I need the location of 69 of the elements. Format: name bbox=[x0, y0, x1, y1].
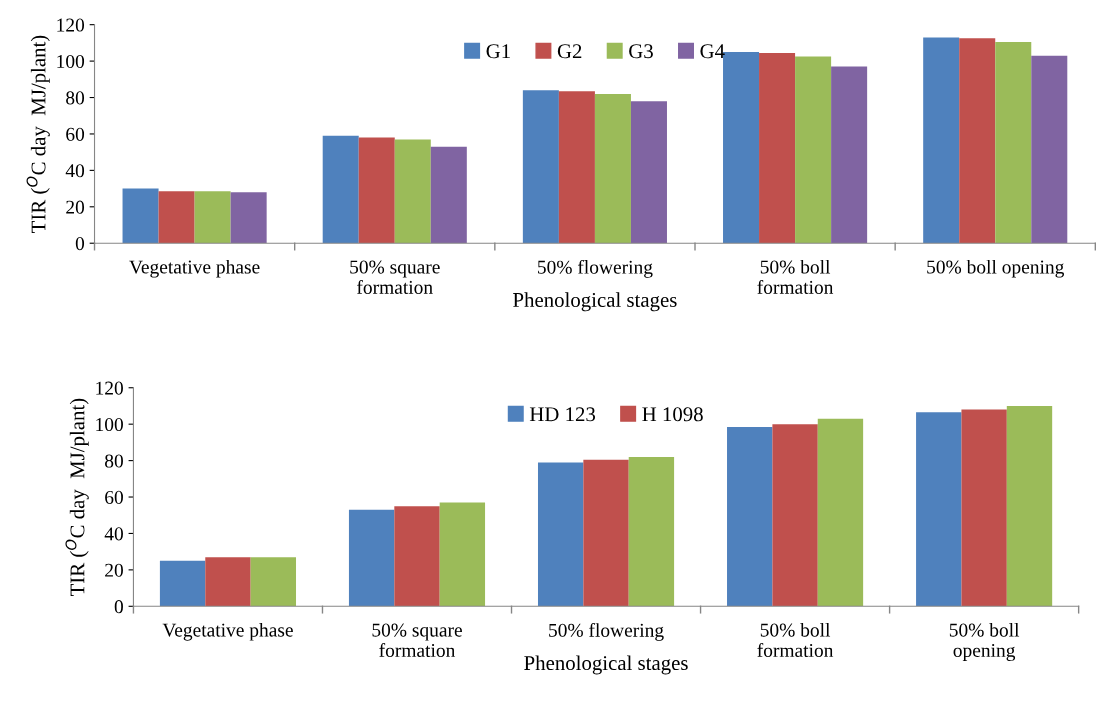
bar bbox=[995, 41, 1032, 244]
bar bbox=[831, 66, 868, 244]
legend-label: G3 bbox=[629, 44, 653, 59]
x-axis-title: Phenological stages bbox=[513, 292, 677, 312]
bar bbox=[1031, 55, 1068, 244]
bar bbox=[630, 101, 667, 244]
y-axis-title: TIR ($^{O}$C day MJ/plant) bbox=[26, 35, 50, 233]
y-tick-label: 20 bbox=[66, 200, 85, 214]
bar bbox=[358, 137, 395, 244]
y-tick-label: 120 bbox=[96, 381, 123, 395]
bar bbox=[723, 51, 760, 244]
x-tick-label: Vegetative phase bbox=[129, 259, 260, 278]
y-tick-label: 40 bbox=[104, 527, 123, 541]
bar bbox=[230, 192, 267, 244]
bar bbox=[430, 146, 467, 244]
y-axis-title: TIR ($^{O}$C day MJ/plant) bbox=[65, 398, 89, 597]
bar bbox=[394, 506, 440, 607]
bar bbox=[194, 191, 231, 244]
x-tick-label: 50% boll formation bbox=[757, 259, 834, 294]
bar bbox=[394, 139, 431, 244]
x-tick-label: 50% boll formation bbox=[757, 622, 834, 657]
bar bbox=[959, 38, 996, 244]
bar bbox=[522, 90, 559, 244]
bar bbox=[205, 557, 251, 607]
bar bbox=[594, 93, 631, 244]
y-tick-label: 0 bbox=[114, 600, 123, 614]
bar bbox=[961, 409, 1007, 607]
y-tick-label: 80 bbox=[66, 91, 85, 105]
y-tick-label: 60 bbox=[105, 490, 123, 504]
y-tick-label: 40 bbox=[65, 164, 85, 178]
bar bbox=[759, 52, 796, 244]
x-axis-title: Phenological stages bbox=[524, 655, 688, 675]
x-tick-label: 50% square formation bbox=[350, 260, 440, 294]
bar bbox=[159, 560, 206, 607]
bar bbox=[322, 135, 359, 244]
bar bbox=[583, 459, 629, 607]
bar bbox=[250, 557, 297, 607]
bar bbox=[348, 509, 395, 607]
y-tick-label: 0 bbox=[75, 237, 85, 251]
bar bbox=[1006, 405, 1053, 607]
y-tick-label: 100 bbox=[96, 417, 123, 432]
y-tick-label: 60 bbox=[66, 127, 85, 141]
bar bbox=[923, 37, 960, 244]
legend-label: HD 123 bbox=[529, 407, 596, 422]
bar bbox=[817, 418, 864, 607]
legend-label: G1 bbox=[486, 44, 510, 59]
legend-label: G2 bbox=[557, 44, 582, 59]
bar bbox=[628, 456, 675, 607]
y-tick-label: 80 bbox=[105, 454, 123, 468]
legend-label: H 1098 bbox=[642, 407, 703, 422]
x-tick-label: 50% boll opening bbox=[949, 622, 1020, 661]
y-tick-label: 20 bbox=[105, 563, 123, 577]
bar bbox=[558, 91, 595, 244]
bar bbox=[122, 188, 159, 244]
y-tick-label: 100 bbox=[57, 54, 85, 69]
x-tick-label: 50% flowering bbox=[538, 259, 653, 278]
x-tick-label: 50% square formation bbox=[372, 623, 462, 657]
bar bbox=[772, 424, 818, 607]
x-tick-label: Vegetative phase bbox=[162, 622, 293, 641]
bar bbox=[916, 412, 962, 607]
x-tick-label: 50% flowering bbox=[549, 622, 664, 641]
y-tick-label: 120 bbox=[57, 18, 85, 32]
bar bbox=[158, 191, 195, 244]
x-tick-label: 50% boll opening bbox=[927, 259, 1064, 278]
bar bbox=[439, 502, 486, 607]
bar bbox=[795, 56, 832, 244]
bar bbox=[537, 462, 584, 607]
bar bbox=[727, 426, 773, 607]
legend-label: G4 bbox=[700, 44, 725, 59]
